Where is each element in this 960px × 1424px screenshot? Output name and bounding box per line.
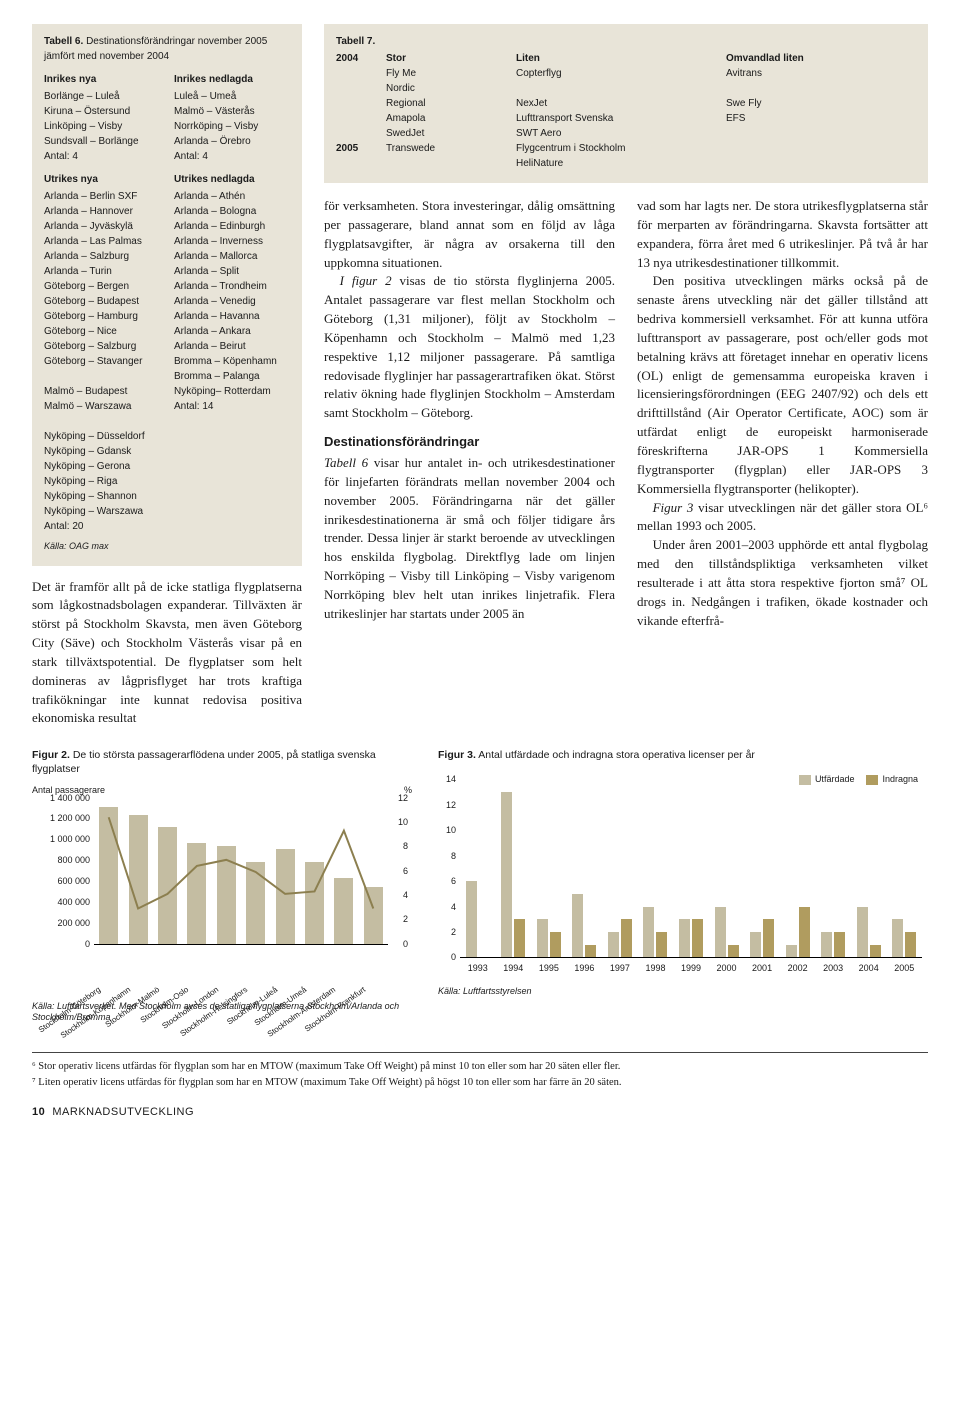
left-body: Det är framför allt på de icke statliga … [32, 578, 302, 729]
tbl6-source: Källa: OAG max [44, 540, 290, 554]
middle-column: för verksamheten. Stora investeringar, d… [324, 197, 615, 630]
right-column: vad som har lagts ner. De stora utrikesf… [637, 197, 928, 630]
page-footer: 10 MARKNADSUTVECKLING [32, 1106, 928, 1118]
fig3-legend: Utfärdade Indragna [799, 774, 918, 785]
table-6: Tabell 6. Destinationsförändringar novem… [32, 24, 302, 566]
figure-3: Figur 3. Antal utfärdade och indragna st… [438, 748, 928, 1024]
section-heading: Destinationsförändringar [324, 433, 615, 452]
tbl6-title: Tabell 6. Destinationsförändringar novem… [44, 34, 290, 64]
table-7: Tabell 7. 2004StorLitenOmvandlad litenFl… [324, 24, 928, 183]
fig3-source: Källa: Luftfartsstyrelsen [438, 986, 928, 998]
footnotes: ⁶ Stor operativ licens utfärdas för flyg… [32, 1052, 928, 1091]
figure-2: Figur 2. De tio största passagerarflöden… [32, 748, 412, 1024]
tbl7-title: Tabell 7. [336, 34, 916, 49]
